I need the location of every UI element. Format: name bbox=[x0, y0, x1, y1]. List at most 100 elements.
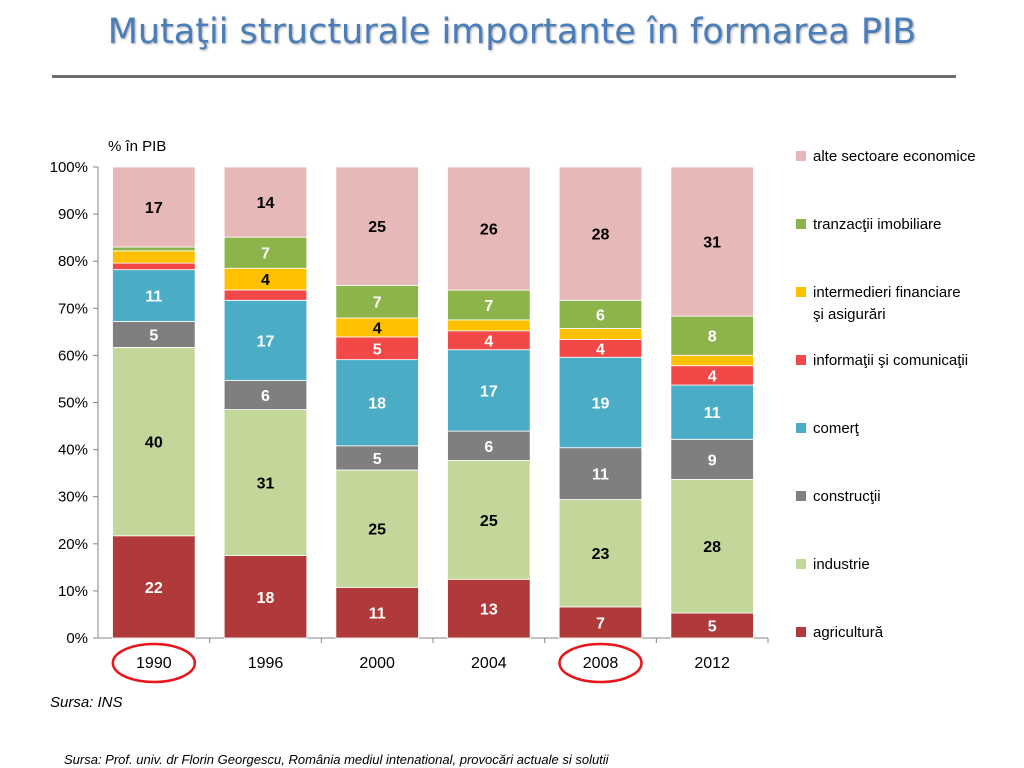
legend-label-tranzactii-imobiliare: tranzacţii imobiliare bbox=[813, 216, 941, 233]
legend-swatch-informatii-si-comunicatii bbox=[796, 355, 806, 365]
data-label: 7 bbox=[261, 246, 270, 263]
bar-segment-comert-2012 bbox=[670, 384, 754, 440]
bar-segment-intermedieri-financiare-si-asigurari-1990 bbox=[112, 250, 196, 264]
legend-swatch-industrie bbox=[796, 559, 806, 569]
bar-segment-comert-1996 bbox=[223, 299, 308, 381]
bar-segment-comert-2004 bbox=[447, 349, 531, 432]
data-label: 4 bbox=[373, 320, 382, 337]
bar-segment-comert-2000 bbox=[335, 359, 419, 447]
legend-label-intermedieri-financiare-si-asigurari: intermedieri financiare şi asigurări bbox=[813, 284, 961, 323]
data-label: 17 bbox=[480, 383, 498, 400]
x-tick-label: 2012 bbox=[694, 655, 730, 672]
bar-segment-tranzactii-imobiliare-1990 bbox=[112, 246, 196, 252]
data-label: 6 bbox=[261, 388, 270, 405]
data-label: 22 bbox=[145, 580, 163, 597]
bar-segment-intermedieri-financiare-si-asigurari-2008 bbox=[558, 328, 643, 340]
data-label: 6 bbox=[484, 439, 493, 456]
x-tick-label: 2004 bbox=[471, 655, 507, 672]
y-unit-label: % în PIB bbox=[108, 138, 166, 155]
legend-label-informatii-si-comunicatii: informaţii şi comunicaţii bbox=[813, 352, 968, 369]
y-tick-label: 60% bbox=[58, 347, 88, 364]
legend-swatch-tranzactii-imobiliare bbox=[796, 219, 806, 229]
bar-segment-comert-1990 bbox=[112, 269, 196, 322]
plot-area: 0% 10% 20% 30% 40% 50% 60% 70% 80% 90% 100% 22 40 5 11… bbox=[50, 159, 769, 684]
bar-segment-alte-sectoare-economice-1996 bbox=[223, 166, 308, 238]
data-label: 7 bbox=[373, 295, 382, 312]
y-tick-label: 20% bbox=[58, 536, 88, 553]
bar-segment-agricultura-1996 bbox=[223, 555, 308, 639]
bar-segment-industrie-2004 bbox=[447, 460, 531, 580]
x-tick-label: 2008 bbox=[583, 655, 619, 672]
y-tick-label: 90% bbox=[58, 206, 88, 223]
data-label: 28 bbox=[592, 227, 610, 244]
bar-segment-alte-sectoare-economice-2012 bbox=[670, 166, 754, 317]
y-tick-label: 30% bbox=[58, 489, 88, 506]
bar-segment-tranzactii-imobiliare-2000 bbox=[335, 284, 419, 319]
data-label: 13 bbox=[480, 602, 498, 619]
data-label: 8 bbox=[708, 329, 717, 346]
data-label: 11 bbox=[592, 467, 609, 484]
data-label: 17 bbox=[145, 200, 163, 217]
data-label: 31 bbox=[257, 476, 275, 493]
data-label: 4 bbox=[708, 368, 717, 385]
bar-segment-intermedieri-financiare-si-asigurari-2004 bbox=[447, 319, 531, 332]
y-tick-label: 100% bbox=[50, 159, 88, 176]
data-label: 9 bbox=[708, 452, 717, 469]
bar-segment-alte-sectoare-economice-2000 bbox=[335, 166, 419, 286]
data-label: 25 bbox=[368, 522, 386, 539]
bar-segment-constructii-2012 bbox=[670, 438, 754, 480]
x-tick-label: 1990 bbox=[136, 655, 172, 672]
bar-segment-constructii-2000 bbox=[335, 445, 419, 471]
data-label: 14 bbox=[257, 195, 275, 212]
y-tick-label: 0% bbox=[66, 630, 88, 647]
data-label: 7 bbox=[596, 615, 605, 632]
bar-segment-intermedieri-financiare-si-asigurari-2012 bbox=[670, 354, 754, 367]
bar-segment-alte-sectoare-economice-2008 bbox=[558, 166, 643, 301]
bar-segment-informatii-si-comunicatii-1996 bbox=[223, 289, 308, 301]
data-label: 40 bbox=[145, 435, 163, 452]
bar-segment-tranzactii-imobiliare-2012 bbox=[670, 315, 754, 356]
data-label: 23 bbox=[592, 546, 610, 563]
legend-swatch-agricultura bbox=[796, 627, 806, 637]
y-tick-label: 70% bbox=[58, 300, 88, 317]
data-label: 7 bbox=[484, 298, 493, 315]
bar-segment-informatii-si-comunicatii-1990 bbox=[112, 262, 196, 271]
data-label: 5 bbox=[373, 451, 382, 468]
data-label: 31 bbox=[703, 235, 721, 252]
bar-segment-constructii-2004 bbox=[447, 430, 531, 461]
data-label: 18 bbox=[257, 590, 275, 607]
bar-segment-industrie-2008 bbox=[558, 499, 643, 608]
bar-segment-constructii-2008 bbox=[558, 447, 643, 500]
legend-label-constructii: construcţii bbox=[813, 488, 881, 505]
bar-segment-constructii-1996 bbox=[223, 379, 308, 410]
bar-segment-agricultura-2000 bbox=[335, 586, 419, 639]
data-label: 19 bbox=[592, 396, 610, 413]
legend-label-agricultura: agricultură bbox=[813, 624, 884, 641]
data-label: 5 bbox=[149, 327, 158, 344]
legend-swatch-alte-sectoare-economice bbox=[796, 151, 806, 161]
bar-segment-agricultura-2004 bbox=[447, 578, 531, 639]
data-label: 5 bbox=[708, 618, 717, 635]
data-label: 6 bbox=[596, 307, 605, 324]
data-label: 25 bbox=[368, 219, 386, 236]
bar-segment-agricultura-2008 bbox=[558, 606, 643, 639]
bar-segment-alte-sectoare-economice-1990 bbox=[112, 166, 196, 248]
data-label: 11 bbox=[369, 606, 386, 623]
legend-swatch-intermedieri-financiare-si-asigurari bbox=[796, 287, 806, 297]
source-citation: Sursa: Prof. univ. dr Florin Georgescu, … bbox=[64, 752, 609, 767]
legend-label-alte-sectoare-economice: alte sectoare economice bbox=[813, 148, 976, 165]
bar-segment-agricultura-1990 bbox=[112, 535, 196, 639]
data-label: 17 bbox=[257, 333, 275, 350]
highlight-circle-1990 bbox=[111, 642, 197, 684]
x-tick-label: 1996 bbox=[248, 655, 284, 672]
data-label: 18 bbox=[368, 396, 386, 413]
source-note: Sursa: INS bbox=[50, 694, 123, 711]
y-tick-label: 80% bbox=[58, 253, 88, 270]
y-tick-label: 10% bbox=[58, 583, 88, 600]
bar-segment-alte-sectoare-economice-2004 bbox=[447, 166, 531, 291]
chart-legend: alte sectoare economice tranzacţii imobil… bbox=[796, 148, 976, 641]
x-tick-label: 2000 bbox=[359, 655, 395, 672]
data-label: 4 bbox=[484, 333, 493, 350]
highlight-circle-2008 bbox=[558, 642, 643, 684]
data-label: 4 bbox=[596, 341, 605, 358]
